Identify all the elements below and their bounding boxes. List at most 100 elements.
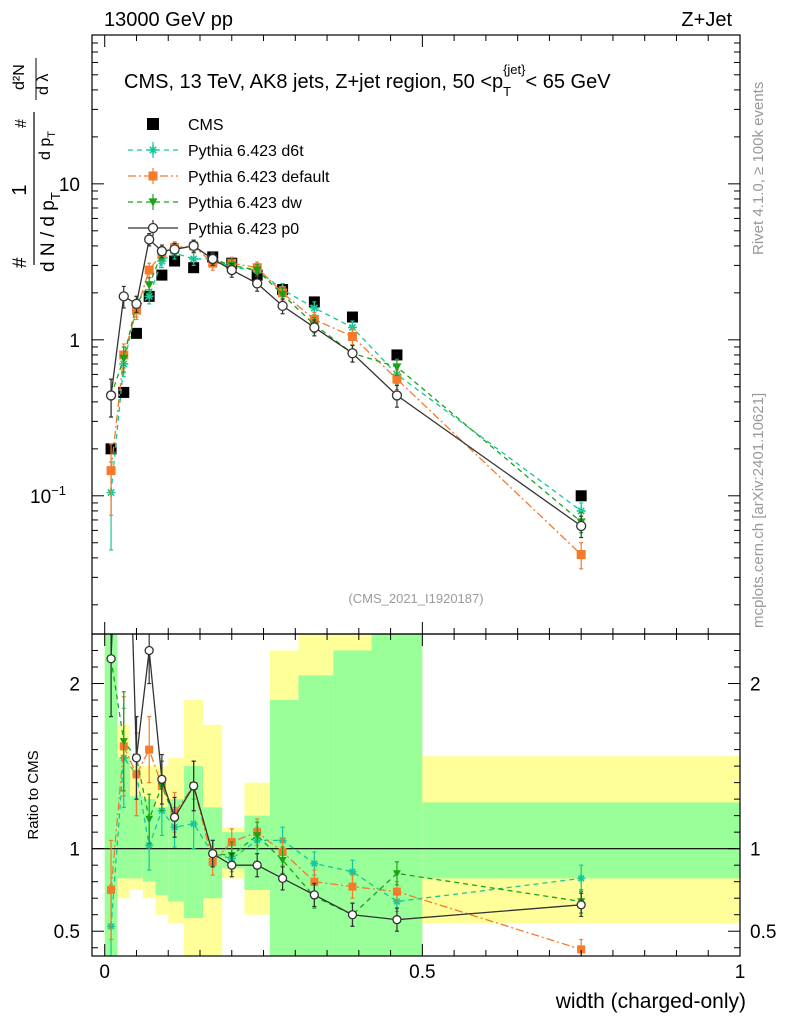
ratio-plot-frame — [91, 633, 741, 957]
ratio-point-1-14 — [577, 945, 586, 954]
main-point-4-5 — [169, 244, 180, 255]
legend-marker-3 — [148, 198, 158, 207]
main-point-0-13 — [391, 349, 403, 361]
ratio-point-3-1 — [120, 333, 128, 341]
ratio-point-1-12 — [348, 882, 357, 891]
ratio-point-0-11 — [310, 859, 319, 868]
main-point-2-13 — [392, 374, 402, 384]
ratio-point-3-12 — [347, 910, 358, 920]
legend-marker-0 — [147, 118, 159, 130]
ratio-point-3-6 — [188, 781, 199, 791]
legend-marker-1 — [148, 145, 158, 155]
ratio-point-0-12 — [348, 867, 357, 876]
ylabel-hash-2: # — [13, 119, 30, 128]
main-point-1-3 — [144, 291, 154, 301]
ratio-point-3-8 — [227, 860, 237, 870]
ratio-point-1-11 — [310, 877, 319, 886]
svg-text:CMS, 13 TeV, AK8 jets, Z+jet r: CMS, 13 TeV, AK8 jets, Z+jet region, 50 … — [124, 62, 611, 99]
title-post: < 65 GeV — [526, 71, 612, 93]
main-point-0-5 — [169, 255, 181, 267]
ratio-series — [106, 333, 586, 956]
ratio-point-3-11 — [309, 890, 320, 900]
side-label-mcplots: mcplots.cern.ch [arXiv:2401.10621] — [750, 393, 767, 628]
main-point-0-14 — [575, 490, 587, 502]
main-point-1-12 — [347, 322, 357, 332]
header-left: 13000 GeV pp — [104, 9, 233, 31]
main-point-4-11 — [309, 322, 320, 333]
main-point-4-14 — [576, 520, 587, 532]
main-ytick-label-0: 10−1 — [30, 483, 66, 508]
top-plot-title: CMS, 13 TeV, AK8 jets, Z+jet region, 50 … — [124, 62, 611, 99]
xtick-label-1: 0.5 — [409, 962, 435, 983]
ratio-point-3-13 — [392, 915, 402, 925]
ratio-band-green-10 — [269, 700, 299, 956]
ratio-band-green-4 — [155, 807, 169, 895]
main-point-4-13 — [391, 390, 403, 401]
main-point-1-14 — [576, 506, 586, 516]
legend-label-3: Pythia 6.423 dw — [188, 195, 302, 212]
main-ytick-exp-0: −1 — [51, 483, 66, 498]
main-point-3-9 — [252, 266, 262, 275]
ratio-line-0 — [110, 756, 582, 927]
main-point-4-0 — [105, 390, 117, 401]
main-ytick-label-1: 1 — [69, 331, 80, 352]
ratio-point-1-0 — [107, 885, 116, 894]
main-point-4-4 — [156, 246, 168, 257]
ratio-y-axis-label: Ratio to CMS — [25, 750, 42, 839]
analysis-watermark: (CMS_2021_I1920187) — [348, 591, 483, 606]
ratio-point-0-14 — [577, 874, 586, 883]
ratio-ytick-label-left-1: 1 — [69, 840, 80, 861]
main-point-0-6 — [188, 262, 200, 274]
svg-text:d N / d pT: d N / d pT — [38, 192, 63, 272]
ylabel-sub-t2: T — [46, 131, 58, 138]
main-point-0-12 — [346, 311, 358, 323]
main-point-3-10 — [278, 290, 288, 300]
ratio-plot-area — [92, 333, 740, 956]
main-point-2-12 — [347, 332, 357, 342]
legend-label-4: Pythia 6.423 p0 — [188, 221, 299, 238]
ylabel-dl: d λ — [35, 74, 52, 95]
ratio-point-3-14 — [576, 900, 586, 910]
ratio-point-1-13 — [392, 887, 401, 896]
legend-label-2: Pythia 6.423 default — [188, 169, 330, 186]
ylabel-one: 1 — [9, 184, 31, 195]
main-point-4-9 — [252, 278, 263, 289]
main-point-4-12 — [347, 348, 358, 359]
legend-marker-4 — [147, 222, 159, 234]
main-point-0-4 — [156, 269, 168, 281]
ratio-point-2-10 — [278, 857, 287, 865]
ratio-point-3-10 — [277, 873, 288, 884]
svg-text:d pT: d pT — [37, 131, 58, 160]
title-main: CMS, 13 TeV, AK8 jets, Z+jet region, 50 … — [124, 71, 503, 93]
main-point-0-1 — [118, 386, 130, 398]
ylabel-dn: d N / d p — [38, 200, 59, 272]
ratio-point-2-1 — [119, 738, 128, 746]
legend-label-0: CMS — [188, 117, 224, 134]
main-point-4-6 — [188, 240, 199, 252]
ratio-point-3-3 — [144, 645, 154, 656]
header-right: Z+Jet — [681, 9, 732, 31]
main-point-3-1 — [119, 354, 129, 363]
main-line-4 — [110, 238, 582, 527]
main-point-2-3 — [144, 265, 154, 275]
main-point-0-2 — [130, 327, 142, 339]
main-point-1-4 — [157, 256, 167, 266]
ylabel-sub-t1: T — [48, 192, 63, 200]
legend-label-1: Pythia 6.423 d6t — [188, 143, 304, 160]
main-point-4-2 — [131, 298, 142, 310]
ratio-band-green-11 — [298, 675, 334, 956]
ratio-band-green-2 — [130, 795, 143, 879]
xtick-label-2: 1 — [735, 962, 746, 983]
ratio-point-3-9 — [252, 860, 262, 870]
main-line-2 — [110, 245, 582, 556]
ratio-point-1-3 — [145, 745, 154, 754]
ratio-point-3-2 — [131, 753, 142, 763]
main-point-1-11 — [309, 303, 319, 313]
main-point-1-6 — [189, 254, 199, 264]
ratio-point-3-4 — [157, 774, 167, 784]
main-point-4-7 — [207, 253, 218, 265]
title-sup-jet: {jet} — [503, 62, 526, 77]
x-axis-label: width (charged-only) — [555, 990, 746, 1013]
